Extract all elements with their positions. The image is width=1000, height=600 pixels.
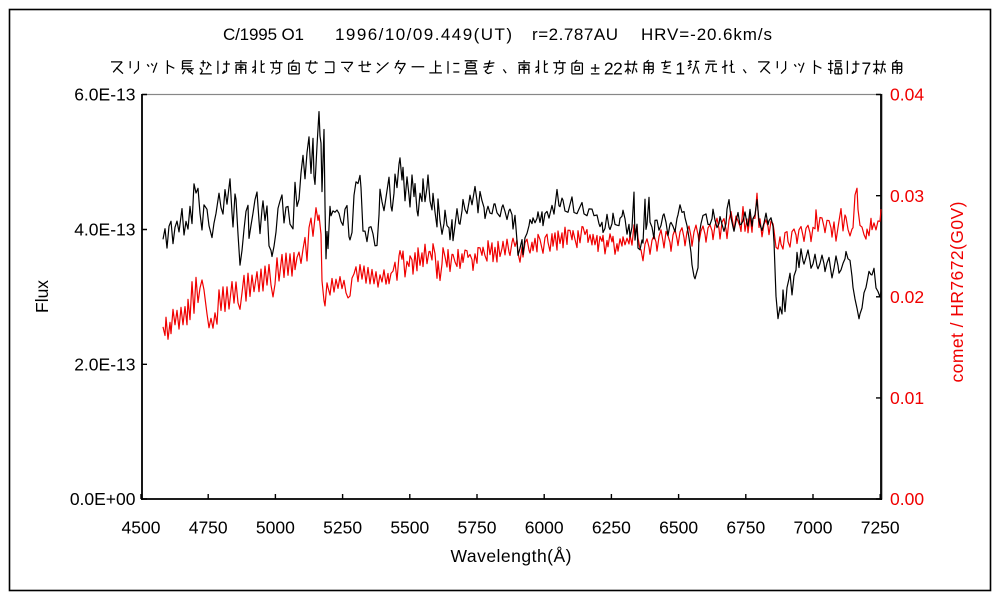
svg-text:5250: 5250 xyxy=(323,518,362,538)
svg-text:7: 7 xyxy=(862,59,872,79)
svg-text:1: 1 xyxy=(675,59,685,79)
svg-text:Wavelength(Å): Wavelength(Å) xyxy=(451,546,572,566)
svg-text:0.02: 0.02 xyxy=(890,287,924,307)
svg-text:±: ± xyxy=(590,59,600,79)
svg-text:4.0E-13: 4.0E-13 xyxy=(74,220,135,240)
svg-text:0.0E+00: 0.0E+00 xyxy=(70,489,136,509)
svg-text:0.00: 0.00 xyxy=(890,489,924,509)
svg-text:0.01: 0.01 xyxy=(890,388,924,408)
svg-text:1996/10/09.449(UT): 1996/10/09.449(UT) xyxy=(335,25,512,44)
svg-text:0.04: 0.04 xyxy=(890,85,924,105)
svg-text:6750: 6750 xyxy=(726,518,765,538)
svg-text:5000: 5000 xyxy=(256,518,295,538)
svg-text:6500: 6500 xyxy=(659,518,698,538)
svg-text:5500: 5500 xyxy=(390,518,429,538)
svg-text:Flux: Flux xyxy=(32,280,52,313)
svg-text:5750: 5750 xyxy=(458,518,497,538)
svg-text:HRV=-20.6km/s: HRV=-20.6km/s xyxy=(641,25,772,44)
svg-text:7000: 7000 xyxy=(794,518,833,538)
svg-text:2.0E-13: 2.0E-13 xyxy=(74,355,135,375)
svg-text:comet / HR7672(G0V): comet / HR7672(G0V) xyxy=(947,202,967,383)
svg-text:6000: 6000 xyxy=(525,518,564,538)
svg-text:6250: 6250 xyxy=(592,518,631,538)
svg-text:2: 2 xyxy=(613,59,623,79)
svg-text:4750: 4750 xyxy=(189,518,228,538)
svg-text:C/1995 O1: C/1995 O1 xyxy=(223,25,304,44)
svg-text:4500: 4500 xyxy=(122,518,161,538)
svg-text:2: 2 xyxy=(604,59,614,79)
svg-text:6.0E-13: 6.0E-13 xyxy=(74,85,135,105)
svg-text:r=2.787AU: r=2.787AU xyxy=(532,25,618,44)
svg-text:0.03: 0.03 xyxy=(890,186,924,206)
svg-text:7250: 7250 xyxy=(861,518,900,538)
